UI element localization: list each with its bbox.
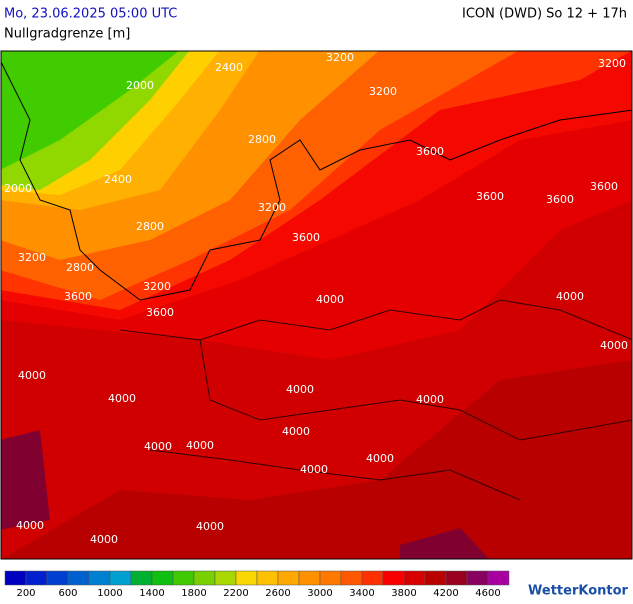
contour-label: 2800: [66, 261, 94, 274]
legend-swatch: [382, 570, 405, 586]
model-run: ICON (DWD) So 12 + 17h: [462, 7, 627, 22]
legend-swatch: [4, 570, 27, 586]
legend-swatch: [340, 570, 363, 586]
contour-label: 3600: [476, 190, 504, 203]
map: 2400 2000 3200 3200 3200 2800 2400 2000 3600 3600…: [1, 51, 632, 559]
legend-swatch: [214, 570, 237, 586]
legend-swatch: [151, 570, 174, 586]
legend-label: 1000: [97, 588, 122, 599]
legend-label: 4200: [433, 588, 458, 599]
contour-label: 3200: [143, 280, 171, 293]
contour-label: 4000: [316, 293, 344, 306]
contour-label: 2000: [126, 79, 154, 92]
contour-label: 4000: [16, 519, 44, 532]
legend-swatch: [25, 570, 48, 586]
contour-label: 3200: [369, 85, 397, 98]
contour-label: 3200: [258, 201, 286, 214]
legend-swatch: [67, 570, 90, 586]
contour-label: 3600: [292, 231, 320, 244]
timestamp: Mo, 23.06.2025 05:00 UTC: [4, 7, 177, 22]
parameter: Nullgradgrenze [m]: [4, 27, 130, 42]
contour-label: 4000: [300, 463, 328, 476]
legend-swatch: [487, 570, 510, 586]
map-frame: [0, 50, 633, 560]
contour-label: 2800: [136, 220, 164, 233]
contour-label: 4000: [282, 425, 310, 438]
contour-label: 4000: [286, 383, 314, 396]
contour-label: 4000: [196, 520, 224, 533]
legend-swatch: [298, 570, 321, 586]
legend-label: 1400: [139, 588, 164, 599]
contour-label: 4000: [186, 439, 214, 452]
legend-swatch: [424, 570, 447, 586]
legend-swatch: [88, 570, 111, 586]
legend-swatch: [109, 570, 132, 586]
contour-label: 3200: [18, 251, 46, 264]
contour-label: 3600: [590, 180, 618, 193]
legend-swatch: [361, 570, 384, 586]
contour-label: 4000: [144, 440, 172, 453]
legend-swatch: [403, 570, 426, 586]
legend-label: 3000: [307, 588, 332, 599]
contour-label: 4000: [416, 393, 444, 406]
contour-labels: 2400 2000 3200 3200 3200 2800 2400 2000 3600 3600…: [4, 51, 628, 546]
legend-swatch: [172, 570, 195, 586]
legend-label: 4600: [475, 588, 500, 599]
legend-label: 2600: [265, 588, 290, 599]
legend-swatch: [256, 570, 279, 586]
legend-swatch: [130, 570, 153, 586]
legend-swatch: [235, 570, 258, 586]
contour-label: 4000: [18, 369, 46, 382]
legend-label: 2200: [223, 588, 248, 599]
legend-label: 600: [58, 588, 77, 599]
color-legend: 200 600 1000 1400 1800 2200 2600 3000 3400 3800 42…: [4, 570, 510, 599]
contour-label: 3600: [146, 306, 174, 319]
legend-swatch: [46, 570, 69, 586]
legend-swatch: [466, 570, 489, 586]
contour-label: 2400: [104, 173, 132, 186]
contour-label: 4000: [600, 339, 628, 352]
contour-label: 4000: [90, 533, 118, 546]
legend-swatch: [277, 570, 300, 586]
legend-label: 200: [16, 588, 35, 599]
contour-label: 2400: [215, 61, 243, 74]
legend-swatch: [319, 570, 342, 586]
legend-label: 3800: [391, 588, 416, 599]
legend-label: 3400: [349, 588, 374, 599]
legend-swatch: [445, 570, 468, 586]
contour-label: 2000: [4, 182, 32, 195]
legend-label: 1800: [181, 588, 206, 599]
contour-label: 4000: [556, 290, 584, 303]
contour-label: 2800: [248, 133, 276, 146]
legend-swatch: [193, 570, 216, 586]
contour-label: 3600: [546, 193, 574, 206]
contour-label: 3200: [326, 51, 354, 64]
contour-label: 3600: [416, 145, 444, 158]
contour-label: 3200: [598, 57, 626, 70]
logo: WetterKontor: [528, 584, 629, 599]
contour-label: 3600: [64, 290, 92, 303]
contour-label: 4000: [366, 452, 394, 465]
contour-label: 4000: [108, 392, 136, 405]
